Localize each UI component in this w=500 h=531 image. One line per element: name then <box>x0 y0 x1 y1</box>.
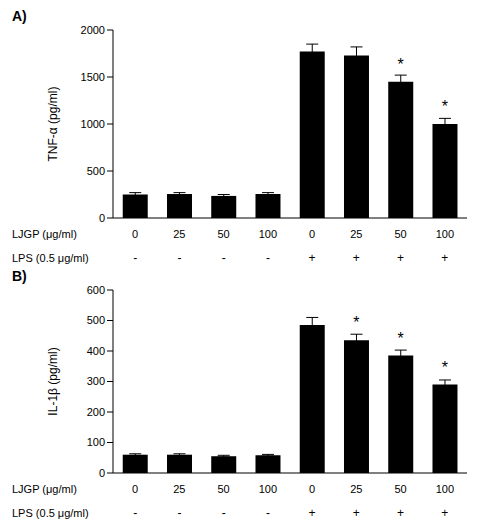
svg-text:LPS (0.5 μg/ml): LPS (0.5 μg/ml) <box>12 507 89 519</box>
svg-text:*: * <box>398 330 404 347</box>
svg-text:+: + <box>441 506 448 520</box>
svg-text:*: * <box>398 56 404 73</box>
svg-text:-: - <box>222 251 226 265</box>
svg-text:-: - <box>177 506 181 520</box>
svg-text:200: 200 <box>87 406 105 418</box>
svg-text:50: 50 <box>218 228 230 240</box>
svg-text:0: 0 <box>309 483 315 495</box>
svg-text:+: + <box>397 251 404 265</box>
svg-text:400: 400 <box>87 345 105 357</box>
svg-text:*: * <box>442 359 448 376</box>
svg-text:-: - <box>133 251 137 265</box>
svg-text:LJGP (μg/ml): LJGP (μg/ml) <box>12 228 77 240</box>
svg-text:LPS (0.5 μg/ml): LPS (0.5 μg/ml) <box>12 252 89 264</box>
svg-text:100: 100 <box>259 228 277 240</box>
svg-text:0: 0 <box>309 228 315 240</box>
svg-text:1000: 1000 <box>81 118 105 130</box>
svg-text:25: 25 <box>173 228 185 240</box>
svg-text:IL-1β (pg/ml): IL-1β (pg/ml) <box>46 347 60 415</box>
svg-text:300: 300 <box>87 375 105 387</box>
svg-text:0: 0 <box>99 467 105 479</box>
svg-text:LJGP (μg/ml): LJGP (μg/ml) <box>12 483 77 495</box>
svg-text:100: 100 <box>259 483 277 495</box>
svg-text:-: - <box>133 506 137 520</box>
svg-text:25: 25 <box>350 228 362 240</box>
svg-text:500: 500 <box>87 165 105 177</box>
svg-text:+: + <box>441 251 448 265</box>
svg-text:-: - <box>266 251 270 265</box>
svg-text:100: 100 <box>436 228 454 240</box>
svg-text:+: + <box>353 506 360 520</box>
svg-text:100: 100 <box>87 436 105 448</box>
svg-text:-: - <box>222 506 226 520</box>
svg-text:50: 50 <box>395 228 407 240</box>
svg-text:*: * <box>353 314 359 331</box>
svg-text:25: 25 <box>350 483 362 495</box>
svg-text:+: + <box>353 251 360 265</box>
svg-text:50: 50 <box>218 483 230 495</box>
html-text:B): B) <box>12 268 27 284</box>
svg-text:100: 100 <box>436 483 454 495</box>
svg-text:+: + <box>309 251 316 265</box>
svg-text:600: 600 <box>87 284 105 296</box>
svg-text:-: - <box>177 251 181 265</box>
svg-text:0: 0 <box>132 483 138 495</box>
svg-text:TNF-α (pg/ml): TNF-α (pg/ml) <box>46 87 60 162</box>
svg-text:2000: 2000 <box>81 24 105 36</box>
svg-text:+: + <box>309 506 316 520</box>
svg-text:+: + <box>397 506 404 520</box>
html-text:A): A) <box>12 8 27 24</box>
svg-text:-: - <box>266 506 270 520</box>
svg-text:50: 50 <box>395 483 407 495</box>
svg-text:0: 0 <box>99 212 105 224</box>
svg-text:*: * <box>442 98 448 115</box>
svg-text:0: 0 <box>132 228 138 240</box>
svg-text:25: 25 <box>173 483 185 495</box>
svg-text:500: 500 <box>87 314 105 326</box>
svg-text:1500: 1500 <box>81 71 105 83</box>
